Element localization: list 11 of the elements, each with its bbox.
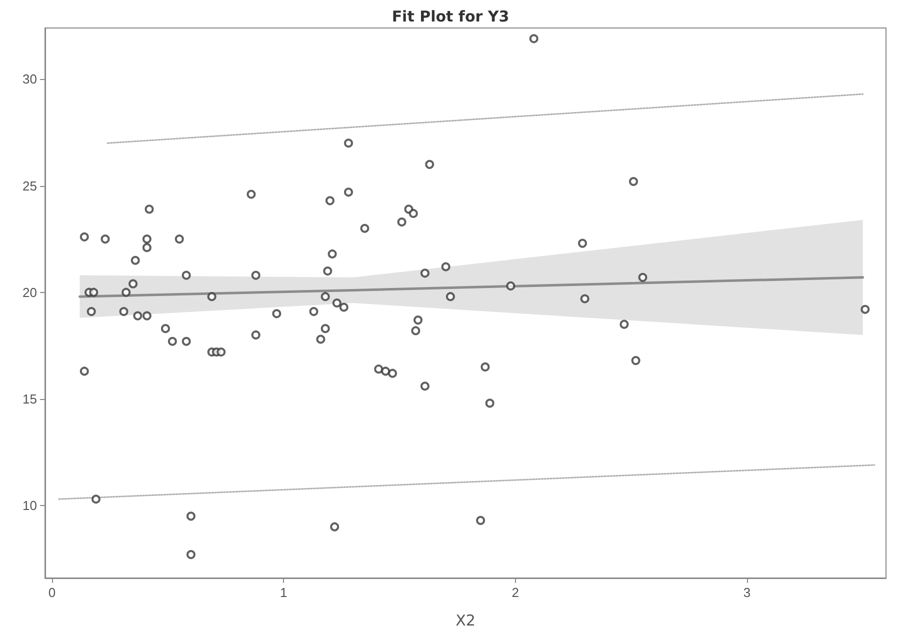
x-axis-title: X2 xyxy=(456,612,476,630)
y-tick-label: 15 xyxy=(22,391,37,406)
y-tick-label: 10 xyxy=(22,498,37,514)
y-tick-label: 30 xyxy=(22,72,37,87)
x-tick-label: 1 xyxy=(280,585,288,600)
x-tick-label: 3 xyxy=(743,585,751,600)
chart-title: Fit Plot for Y3 xyxy=(392,8,510,26)
x-tick-label: 2 xyxy=(512,585,519,600)
y-tick-label: 20 xyxy=(22,284,37,300)
x-tick-label: 0 xyxy=(48,585,56,600)
y-tick-label: 25 xyxy=(22,178,37,194)
